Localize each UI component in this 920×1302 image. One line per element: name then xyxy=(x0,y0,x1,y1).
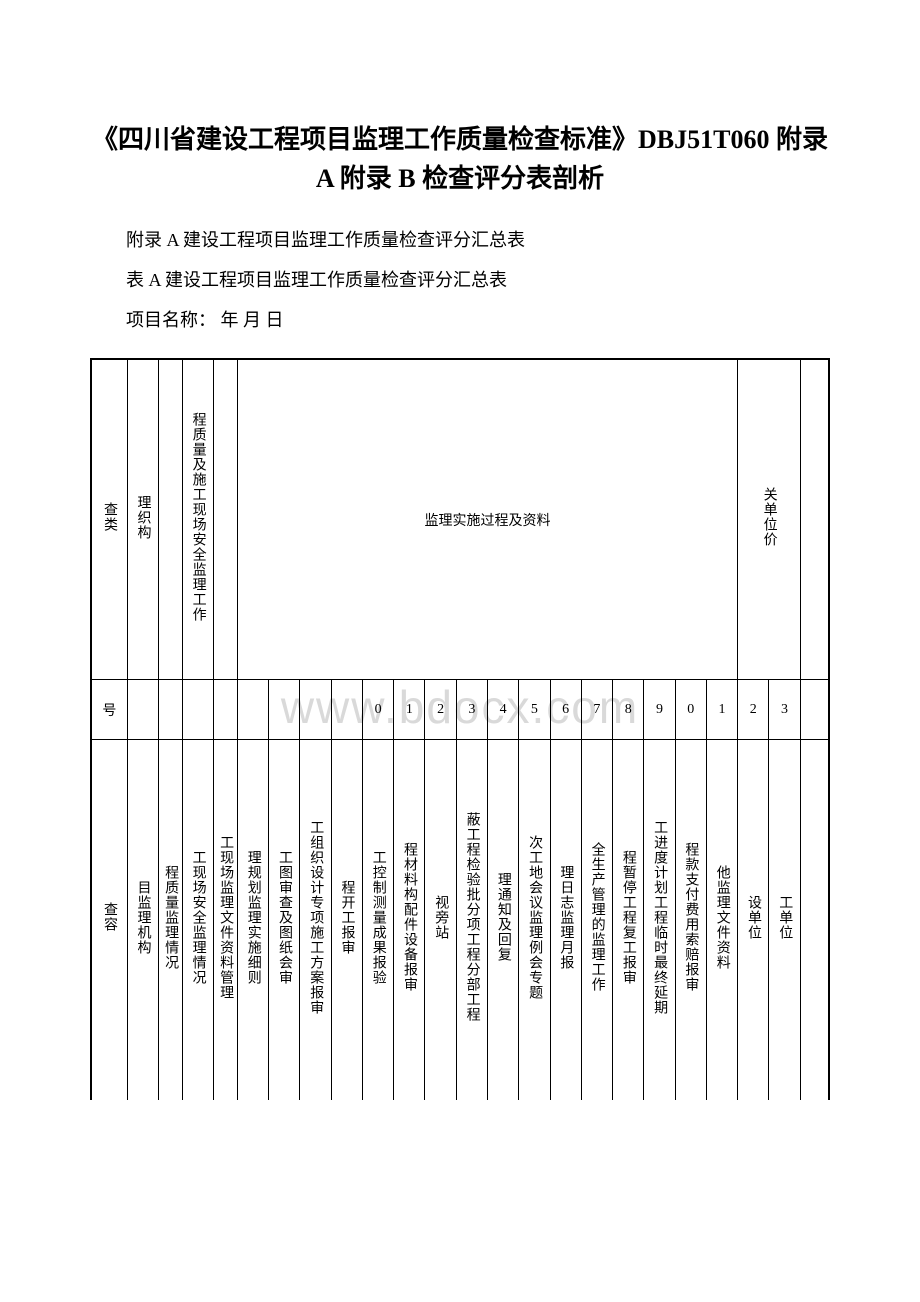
cell-content-16: 理日志监理月报 xyxy=(550,740,581,1100)
cell-content-6: 理规划监理实施细则 xyxy=(237,740,268,1100)
cell-content-3: 程质量监理情况 xyxy=(158,740,182,1100)
cell-cat-blank-1 xyxy=(158,360,182,680)
paragraph-project-name-date: 项目名称： 年 月 日 xyxy=(90,302,830,338)
summary-table: 查类 理织构 程质量及施工现场安全监理工作 监理实施过程及资料 关单位价 号 xyxy=(90,358,830,1100)
cell-cat-process-materials: 监理实施过程及资料 xyxy=(237,360,737,680)
cell-content-23: 工单位 xyxy=(769,740,800,1100)
paragraph-appendix-a: 附录 A 建设工程项目监理工作质量检查评分汇总表 xyxy=(90,222,830,258)
cell-num-5 xyxy=(214,680,238,740)
cell-num-2 xyxy=(127,680,158,740)
cell-content-2: 目监理机构 xyxy=(127,740,158,1100)
cell-content-8: 工组织设计专项施工方案报审 xyxy=(300,740,331,1100)
cell-num-4 xyxy=(182,680,213,740)
cell-num-19: 9 xyxy=(644,680,675,740)
cell-num-11: 1 xyxy=(394,680,425,740)
paragraph-table-a: 表 A 建设工程项目监理工作质量检查评分汇总表 xyxy=(90,262,830,298)
cell-num-24 xyxy=(800,680,828,740)
cell-num-7 xyxy=(269,680,300,740)
cell-num-13: 3 xyxy=(456,680,487,740)
cell-content-13: 蔽工程检验批分项工程分部工程 xyxy=(456,740,487,1100)
cell-content-10: 工控制测量成果报验 xyxy=(362,740,393,1100)
cell-cat-blank-3 xyxy=(800,360,828,680)
cell-num-12: 2 xyxy=(425,680,456,740)
page-title: 《四川省建设工程项目监理工作质量检查标准》DBJ51T060 附录 A 附录 B… xyxy=(90,120,830,198)
cell-num-21: 1 xyxy=(706,680,737,740)
cell-num-14: 4 xyxy=(488,680,519,740)
cell-content-9: 程开工报审 xyxy=(331,740,362,1100)
cell-num-3 xyxy=(158,680,182,740)
cell-content-5: 工现场监理文件资料管理 xyxy=(214,740,238,1100)
cell-content-18: 程暂停工程复工报审 xyxy=(613,740,644,1100)
cell-num-18: 8 xyxy=(613,680,644,740)
cell-cat-related-unit: 关单位价 xyxy=(738,360,801,680)
cell-num-9 xyxy=(331,680,362,740)
cell-content-12: 视旁站 xyxy=(425,740,456,1100)
cell-num-10: 0 xyxy=(362,680,393,740)
cell-cat-blank-2 xyxy=(214,360,238,680)
cell-cat-query-class: 查类 xyxy=(92,360,128,680)
cell-content-7: 工图审查及图纸会审 xyxy=(269,740,300,1100)
table-row-category: 查类 理织构 程质量及施工现场安全监理工作 监理实施过程及资料 关单位价 xyxy=(92,360,829,680)
cell-content-11: 程材料构配件设备报审 xyxy=(394,740,425,1100)
cell-content-14: 理通知及回复 xyxy=(488,740,519,1100)
cell-cat-org: 理织构 xyxy=(127,360,158,680)
cell-content-22: 设单位 xyxy=(738,740,769,1100)
cell-num-6 xyxy=(237,680,268,740)
cell-num-20: 0 xyxy=(675,680,706,740)
cell-content-label: 查容 xyxy=(92,740,128,1100)
cell-content-15: 次工地会议监理例会专题 xyxy=(519,740,550,1100)
cell-num-17: 7 xyxy=(581,680,612,740)
cell-content-19: 工进度计划工程临时最终延期 xyxy=(644,740,675,1100)
cell-num-22: 2 xyxy=(738,680,769,740)
cell-num-label: 号 xyxy=(92,680,128,740)
cell-num-8 xyxy=(300,680,331,740)
cell-cat-quality-safety: 程质量及施工现场安全监理工作 xyxy=(182,360,213,680)
cell-num-16: 6 xyxy=(550,680,581,740)
cell-num-15: 5 xyxy=(519,680,550,740)
cell-content-4: 工现场安全监理情况 xyxy=(182,740,213,1100)
cell-content-24 xyxy=(800,740,828,1100)
cell-content-21: 他监理文件资料 xyxy=(706,740,737,1100)
table-row-content: 查容 目监理机构 程质量监理情况 工现场安全监理情况 工现场监理文件资料管理 理… xyxy=(92,740,829,1100)
cell-num-23: 3 xyxy=(769,680,800,740)
cell-content-17: 全生产管理的监理工作 xyxy=(581,740,612,1100)
table-row-number: 号 0 1 2 3 4 5 6 7 8 9 0 1 xyxy=(92,680,829,740)
cell-content-20: 程款支付费用索赔报审 xyxy=(675,740,706,1100)
